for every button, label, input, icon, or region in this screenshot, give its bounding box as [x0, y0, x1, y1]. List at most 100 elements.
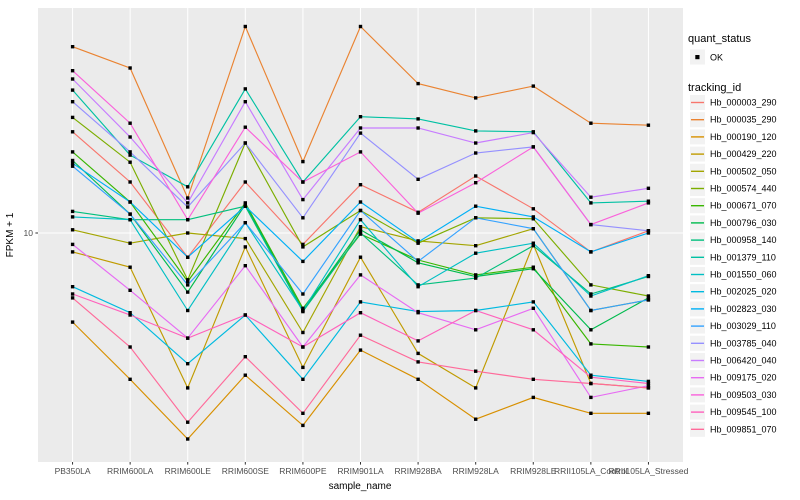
data-point [243, 355, 247, 359]
data-point [531, 241, 535, 245]
data-point [243, 87, 247, 91]
data-point [186, 386, 190, 390]
data-point [358, 200, 363, 204]
legend-item-label: Hb_000429_220 [710, 149, 777, 159]
y-axis-tick-label: 10 [24, 228, 34, 238]
data-point [128, 345, 132, 349]
data-point [301, 377, 305, 381]
x-axis-title: sample_name [329, 481, 392, 492]
legend-item-Hb_000574_440: Hb_000574_440 [690, 181, 777, 196]
data-point [243, 204, 247, 208]
data-point [186, 336, 190, 340]
data-point [416, 126, 420, 130]
data-point [474, 417, 478, 421]
data-point [301, 345, 305, 349]
legend-item-Hb_000796_030: Hb_000796_030 [690, 215, 777, 231]
data-point [531, 377, 535, 381]
data-point [358, 115, 363, 119]
data-point [70, 88, 75, 92]
legend-item-label: Hb_001550_060 [710, 270, 777, 280]
data-point [589, 195, 593, 199]
legend-item-Hb_009503_030: Hb_009503_030 [690, 387, 777, 403]
data-point [70, 158, 75, 163]
data-point [646, 381, 651, 386]
data-point [186, 185, 190, 189]
legend-item-label: Hb_002025_020 [710, 287, 777, 297]
data-point [531, 207, 535, 211]
data-point [531, 215, 535, 219]
data-point [128, 311, 132, 315]
data-point [243, 141, 247, 145]
data-point [301, 330, 305, 335]
data-point [358, 225, 363, 229]
data-point [474, 181, 478, 185]
legend-item-label: Hb_000035_290 [710, 115, 777, 125]
data-point [128, 265, 132, 269]
data-point [128, 212, 132, 216]
data-point [70, 115, 75, 120]
data-point [358, 126, 363, 130]
data-point [243, 245, 247, 249]
data-point [301, 308, 305, 313]
legend-item-Hb_000958_140: Hb_000958_140 [690, 232, 777, 248]
data-point [243, 221, 247, 225]
legend-item-Hb_003785_040: Hb_003785_040 [690, 335, 777, 351]
data-point [531, 306, 535, 310]
data-point [474, 244, 478, 248]
data-point [301, 180, 305, 184]
data-point [186, 231, 190, 235]
x-axis-tick-labels: PB350LA RRIM600LA RRIM600LE RRIM600SE RRIM60… [55, 466, 689, 476]
data-point [70, 250, 75, 254]
data-point [70, 100, 75, 104]
data-point [646, 386, 651, 390]
x-tick-label-RRIM928LA: RRIM928LA [453, 466, 500, 476]
legend-item-label: Hb_003785_040 [710, 338, 777, 348]
legend-item-label: Hb_003029_110 [710, 321, 776, 331]
data-point [128, 313, 132, 317]
data-point [301, 197, 305, 202]
data-point [358, 183, 363, 187]
data-point [474, 141, 478, 145]
data-point [416, 283, 420, 287]
data-point [589, 395, 593, 400]
series-points [70, 24, 651, 441]
data-point [646, 201, 651, 205]
data-point [646, 186, 651, 190]
legend-item-label: Hb_009503_030 [710, 390, 777, 400]
data-point [128, 160, 132, 164]
legend: quant_status OK tracking_id Hb_000003_29… [688, 33, 777, 437]
legend-item-Hb_006420_040: Hb_006420_040 [690, 353, 777, 368]
data-point [128, 377, 132, 381]
data-point [358, 208, 363, 213]
legend-item-Hb_001379_110: Hb_001379_110 [690, 249, 776, 265]
data-point [186, 218, 190, 222]
data-point [646, 345, 651, 349]
legend-tracking-title: tracking_id [688, 82, 741, 94]
data-point [646, 298, 651, 302]
x-tick-label-RRIM901LA: RRIM901LA [337, 466, 384, 476]
data-point [646, 294, 651, 298]
legend-item-Hb_009851_070: Hb_009851_070 [690, 421, 777, 437]
data-point [301, 423, 305, 428]
data-point [70, 242, 75, 247]
data-point [646, 123, 651, 127]
legend-item-Hb_000190_120: Hb_000190_120 [690, 129, 777, 145]
data-point [646, 384, 651, 388]
data-point [589, 292, 593, 296]
data-point [128, 150, 132, 154]
data-point [301, 216, 305, 220]
legend-item-Hb_001550_060: Hb_001550_060 [690, 267, 777, 282]
x-tick-label-RRIM600LA: RRIM600LA [107, 466, 154, 476]
legend-item-Hb_000003_290: Hb_000003_290 [690, 95, 777, 110]
legend-tracking-items: Hb_000003_290 Hb_000035_290 Hb_000190_120 H… [690, 95, 777, 437]
data-point [589, 373, 593, 377]
data-point [474, 174, 478, 178]
data-point [474, 386, 478, 390]
data-point [589, 308, 593, 313]
data-point [474, 276, 478, 280]
data-point [186, 283, 190, 287]
legend-item-Hb_003029_110: Hb_003029_110 [690, 318, 776, 334]
legend-item-Hb_000671_070: Hb_000671_070 [690, 198, 777, 214]
